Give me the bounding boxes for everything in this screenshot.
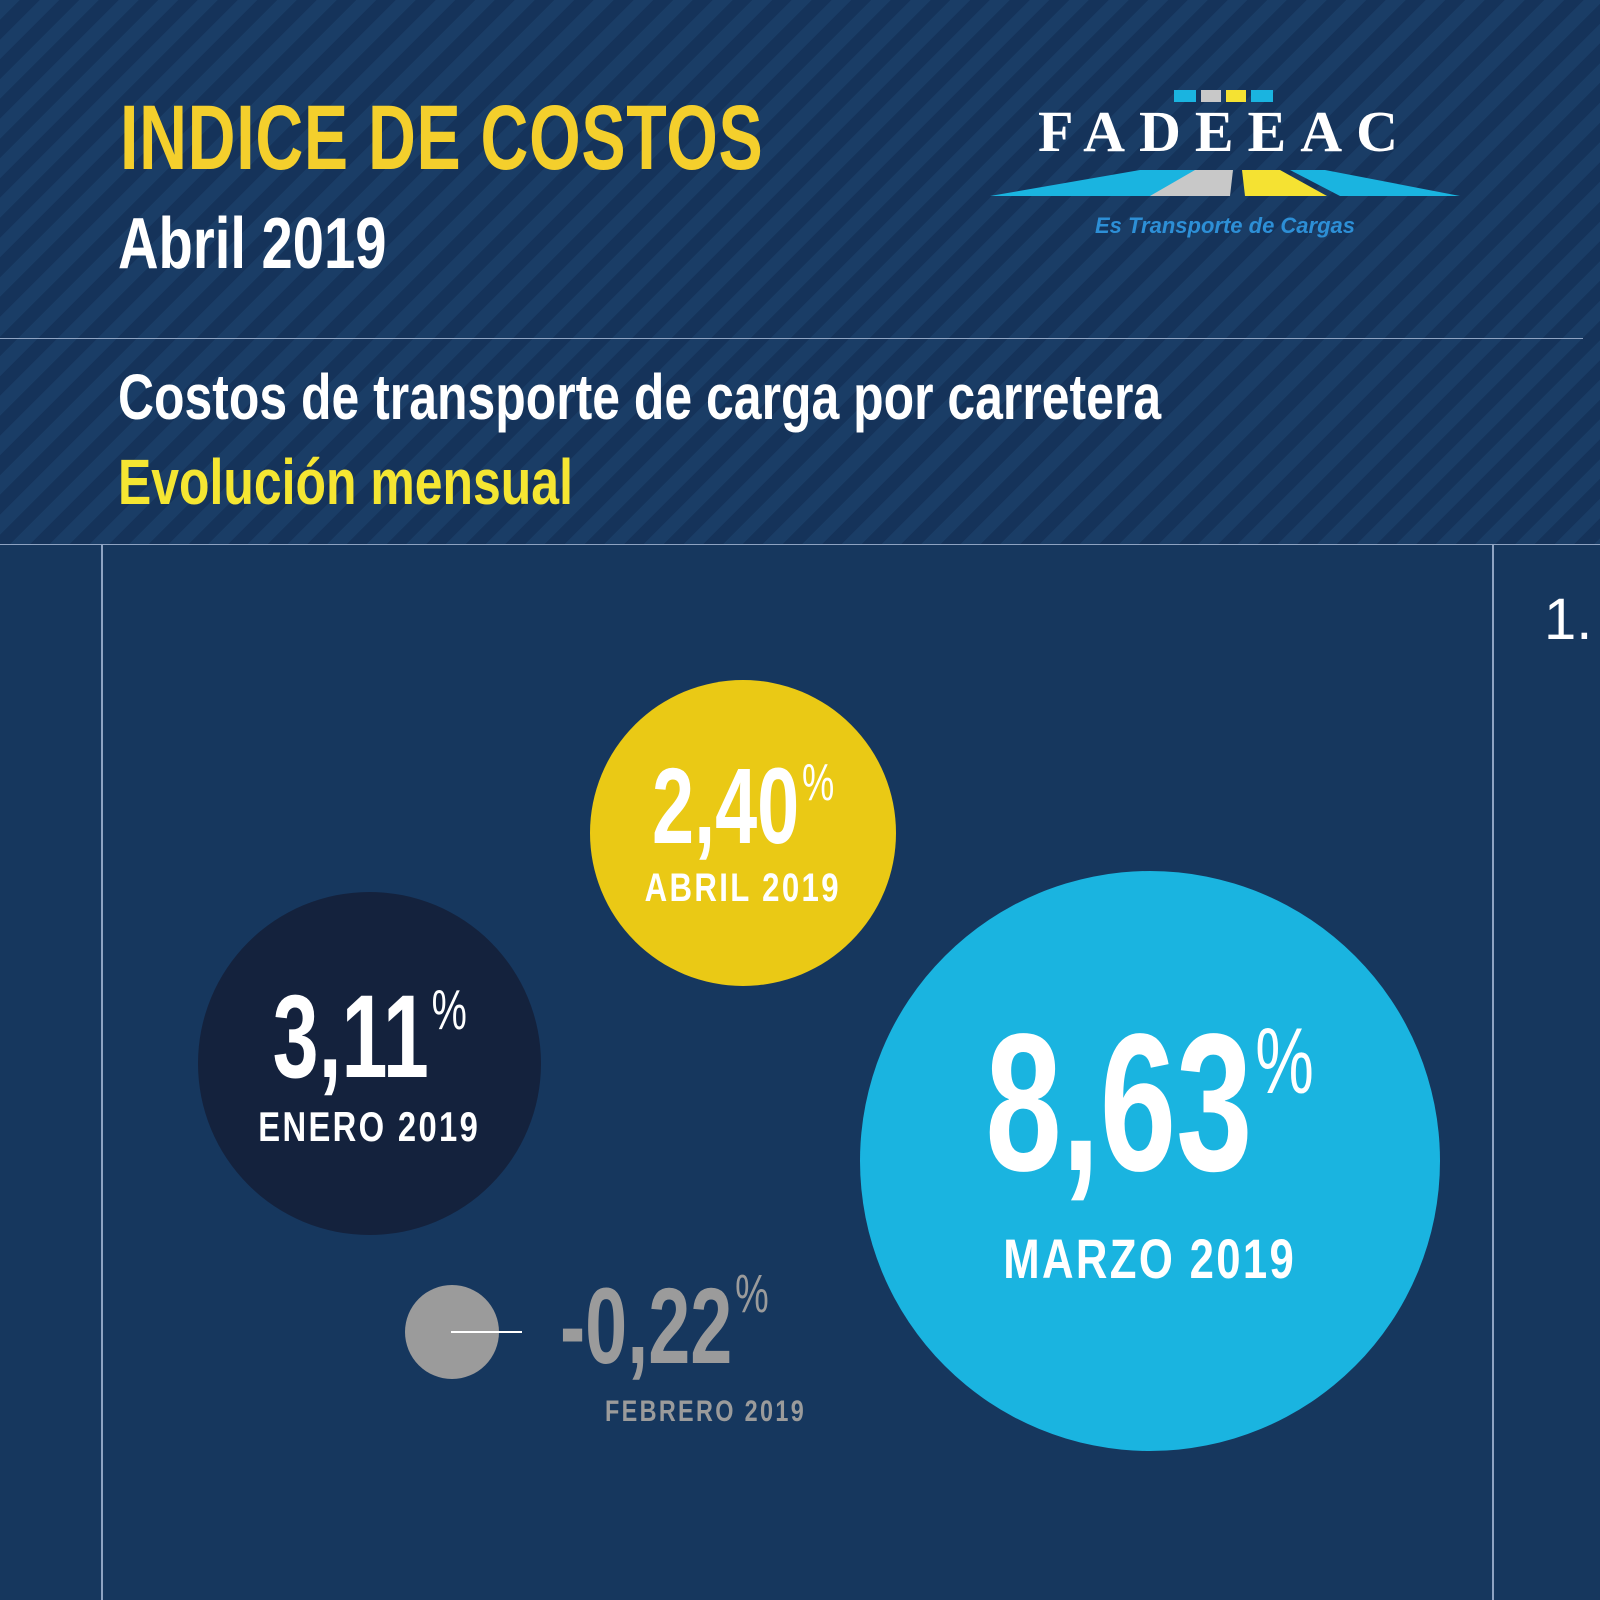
logo-tagline: Es Transporte de Cargas bbox=[1094, 213, 1356, 238]
logo-squares-icon bbox=[1174, 90, 1273, 102]
bubble-value: 3,11% bbox=[272, 978, 466, 1096]
bubble-label: ENERO 2019 bbox=[258, 1102, 481, 1150]
report-date: Abril 2019 bbox=[118, 204, 387, 284]
bubble-label: MARZO 2019 bbox=[1003, 1227, 1297, 1290]
bubble-abril-2019: 2,40% ABRIL 2019 bbox=[590, 680, 896, 986]
percent-sign: % bbox=[1255, 1008, 1315, 1114]
bubble-enero-2019: 3,11% ENERO 2019 bbox=[198, 892, 541, 1235]
bubble-value: 2,40% bbox=[652, 752, 834, 860]
section-subtitle: Evolución mensual bbox=[118, 446, 573, 518]
febrero-label: FEBRERO 2019 bbox=[605, 1395, 807, 1428]
bubble-value: 8,63% bbox=[986, 1005, 1314, 1201]
section-divider bbox=[0, 544, 1600, 545]
left-frame-line bbox=[101, 544, 103, 1600]
percent-sign: % bbox=[431, 979, 467, 1043]
right-frame-line bbox=[1492, 544, 1494, 1600]
value-number: 2,40 bbox=[651, 745, 800, 866]
febrero-leader-line bbox=[451, 1331, 522, 1333]
bubble-marzo-2019: 8,63% MARZO 2019 bbox=[860, 871, 1440, 1451]
page-title: INDICE DE COSTOS bbox=[120, 87, 764, 189]
value-number: 3,11 bbox=[272, 970, 429, 1103]
section-title: Costos de transporte de carga por carret… bbox=[118, 361, 1162, 433]
value-number: 8,63 bbox=[985, 993, 1253, 1212]
logo-road-stripes-icon bbox=[990, 170, 1460, 196]
header-banner: INDICE DE COSTOS Abril 2019 FADEEAC Es T… bbox=[0, 0, 1600, 545]
percent-sign: % bbox=[735, 1264, 769, 1324]
header-divider bbox=[0, 338, 1583, 339]
percent-sign: % bbox=[801, 753, 835, 812]
logo-wordmark: FADEEAC bbox=[1037, 99, 1413, 164]
value-number: -0,22 bbox=[560, 1265, 733, 1386]
febrero-value: -0,22% bbox=[560, 1263, 769, 1388]
fadeeac-logo: FADEEAC Es Transporte de Cargas bbox=[990, 88, 1470, 248]
page-number: 1. bbox=[1544, 587, 1593, 652]
bubble-label: ABRIL 2019 bbox=[644, 866, 842, 910]
